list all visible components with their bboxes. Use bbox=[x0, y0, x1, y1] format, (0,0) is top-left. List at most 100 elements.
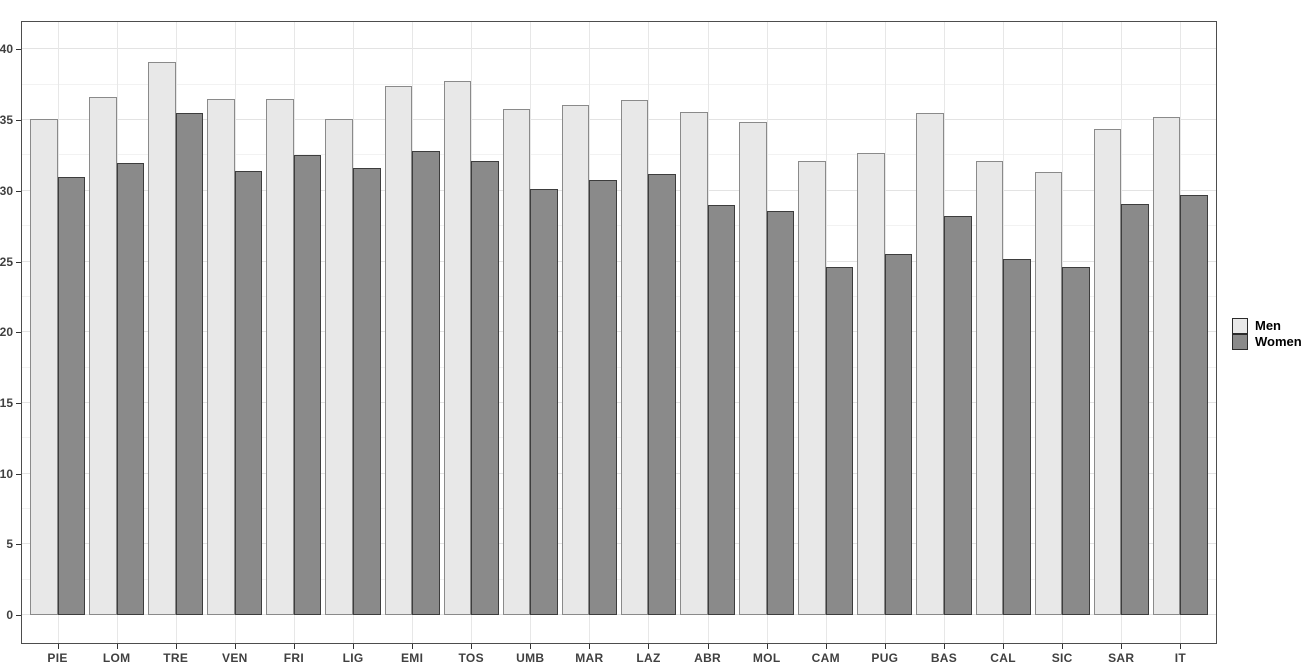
x-axis-cell: VEN bbox=[207, 644, 262, 670]
y-tick-label: 35 bbox=[0, 113, 13, 128]
x-tick-mark bbox=[707, 644, 709, 649]
x-tick-mark bbox=[530, 644, 532, 649]
bar-women-pie bbox=[57, 176, 86, 615]
y-tick-mark bbox=[16, 544, 21, 546]
bar-women-cam bbox=[825, 267, 854, 615]
bar-men-mol bbox=[739, 121, 767, 615]
x-tick-mark bbox=[1121, 644, 1123, 649]
x-tick-mark bbox=[471, 644, 473, 649]
bar-group-cal bbox=[975, 22, 1031, 643]
y-tick-mark bbox=[16, 120, 21, 122]
y-tick-label: 25 bbox=[0, 254, 13, 269]
bar-women-laz bbox=[648, 173, 677, 615]
y-tick-mark bbox=[16, 49, 21, 51]
gridline-major bbox=[22, 401, 1216, 403]
bar-men-lig bbox=[325, 118, 354, 615]
y-tick-mark bbox=[16, 402, 21, 404]
bar-men-sic bbox=[1034, 172, 1063, 615]
bar-women-tre bbox=[175, 113, 204, 615]
bar-men-cam bbox=[798, 161, 826, 615]
x-tick-mark bbox=[1003, 644, 1005, 649]
gridline-minor bbox=[22, 225, 1216, 227]
x-tick-mark bbox=[412, 644, 414, 649]
x-tick-label-tos: TOS bbox=[458, 651, 484, 665]
bar-women-cal bbox=[1003, 258, 1031, 615]
x-tick-mark bbox=[1180, 644, 1182, 649]
x-axis-cell: CAM bbox=[798, 644, 853, 670]
x-tick-label-bas: BAS bbox=[930, 651, 958, 665]
gridline-major bbox=[22, 331, 1216, 333]
bar-group-emi bbox=[384, 22, 440, 643]
bars-area bbox=[22, 22, 1216, 643]
bar-men-it bbox=[1152, 117, 1181, 615]
bar-women-lom bbox=[116, 162, 145, 615]
bar-group-lig bbox=[325, 22, 381, 643]
bar-group-abr bbox=[680, 22, 736, 643]
x-axis-cell: SAR bbox=[1094, 644, 1149, 670]
x-axis-cell: MAR bbox=[562, 644, 617, 670]
x-tick-label-cam: CAM bbox=[811, 651, 840, 665]
x-tick-mark bbox=[353, 644, 355, 649]
bar-women-abr bbox=[707, 204, 736, 615]
bar-men-lom bbox=[89, 97, 117, 615]
x-tick-mark bbox=[648, 644, 650, 649]
gridline-minor bbox=[22, 578, 1216, 580]
x-axis-cell: TOS bbox=[444, 644, 499, 670]
bar-group-umb bbox=[502, 22, 558, 643]
y-tick-label: 10 bbox=[0, 466, 13, 481]
x-tick-label-cal: CAL bbox=[990, 651, 1016, 665]
x-tick-mark bbox=[589, 644, 591, 649]
x-tick-mark bbox=[766, 644, 768, 649]
bar-group-sar bbox=[1093, 22, 1149, 643]
y-tick-label: 20 bbox=[0, 325, 13, 340]
x-axis-cell: EMI bbox=[385, 644, 440, 670]
bar-men-sar bbox=[1093, 128, 1122, 615]
y-tick-mark bbox=[16, 615, 21, 616]
bar-women-mol bbox=[766, 210, 795, 615]
bar-men-tos bbox=[443, 80, 472, 615]
y-tick-label: 5 bbox=[6, 537, 13, 552]
legend: Men Women bbox=[1232, 318, 1302, 350]
gridline-major bbox=[22, 119, 1216, 121]
x-axis-cell: ABR bbox=[680, 644, 735, 670]
x-axis-cell: PUG bbox=[857, 644, 912, 670]
y-tick-mark bbox=[16, 190, 21, 192]
x-tick-mark bbox=[943, 644, 945, 649]
bar-group-it bbox=[1152, 22, 1208, 643]
x-tick-label-abr: ABR bbox=[694, 651, 722, 665]
y-tick-label: 30 bbox=[0, 183, 13, 198]
bar-group-pie bbox=[30, 22, 86, 643]
x-tick-mark bbox=[116, 644, 118, 649]
gridline-major bbox=[22, 189, 1216, 191]
x-tick-label-fri: FRI bbox=[283, 651, 305, 665]
x-tick-label-sar: SAR bbox=[1108, 651, 1135, 665]
gridline-minor bbox=[22, 366, 1216, 368]
bar-women-emi bbox=[412, 151, 440, 615]
legend-label-women: Women bbox=[1255, 334, 1302, 349]
x-tick-label-pie: PIE bbox=[47, 651, 68, 665]
x-axis-cell: FRI bbox=[266, 644, 321, 670]
gridline-major bbox=[22, 260, 1216, 262]
x-tick-mark bbox=[57, 644, 59, 649]
bar-women-mar bbox=[589, 179, 617, 615]
bar-women-sar bbox=[1121, 203, 1149, 615]
x-axis-cell: LAZ bbox=[621, 644, 676, 670]
legend-label-men: Men bbox=[1255, 318, 1281, 333]
bar-women-sic bbox=[1062, 267, 1090, 615]
gridline-major bbox=[22, 472, 1216, 474]
x-tick-mark bbox=[175, 644, 177, 649]
x-axis-cell: LIG bbox=[325, 644, 380, 670]
gridline-major bbox=[22, 48, 1216, 50]
bar-group-lom bbox=[89, 22, 145, 643]
x-tick-label-umb: UMB bbox=[516, 651, 545, 665]
bar-women-fri bbox=[293, 155, 322, 615]
bar-women-bas bbox=[943, 216, 972, 615]
plot-panel bbox=[21, 21, 1217, 644]
x-tick-label-mol: MOL bbox=[752, 651, 781, 665]
y-tick-mark bbox=[16, 261, 21, 263]
women-swatch-icon bbox=[1232, 334, 1248, 350]
x-axis-cell: PIE bbox=[30, 644, 85, 670]
bar-men-tre bbox=[148, 62, 176, 615]
legend-item-men: Men bbox=[1232, 318, 1302, 334]
